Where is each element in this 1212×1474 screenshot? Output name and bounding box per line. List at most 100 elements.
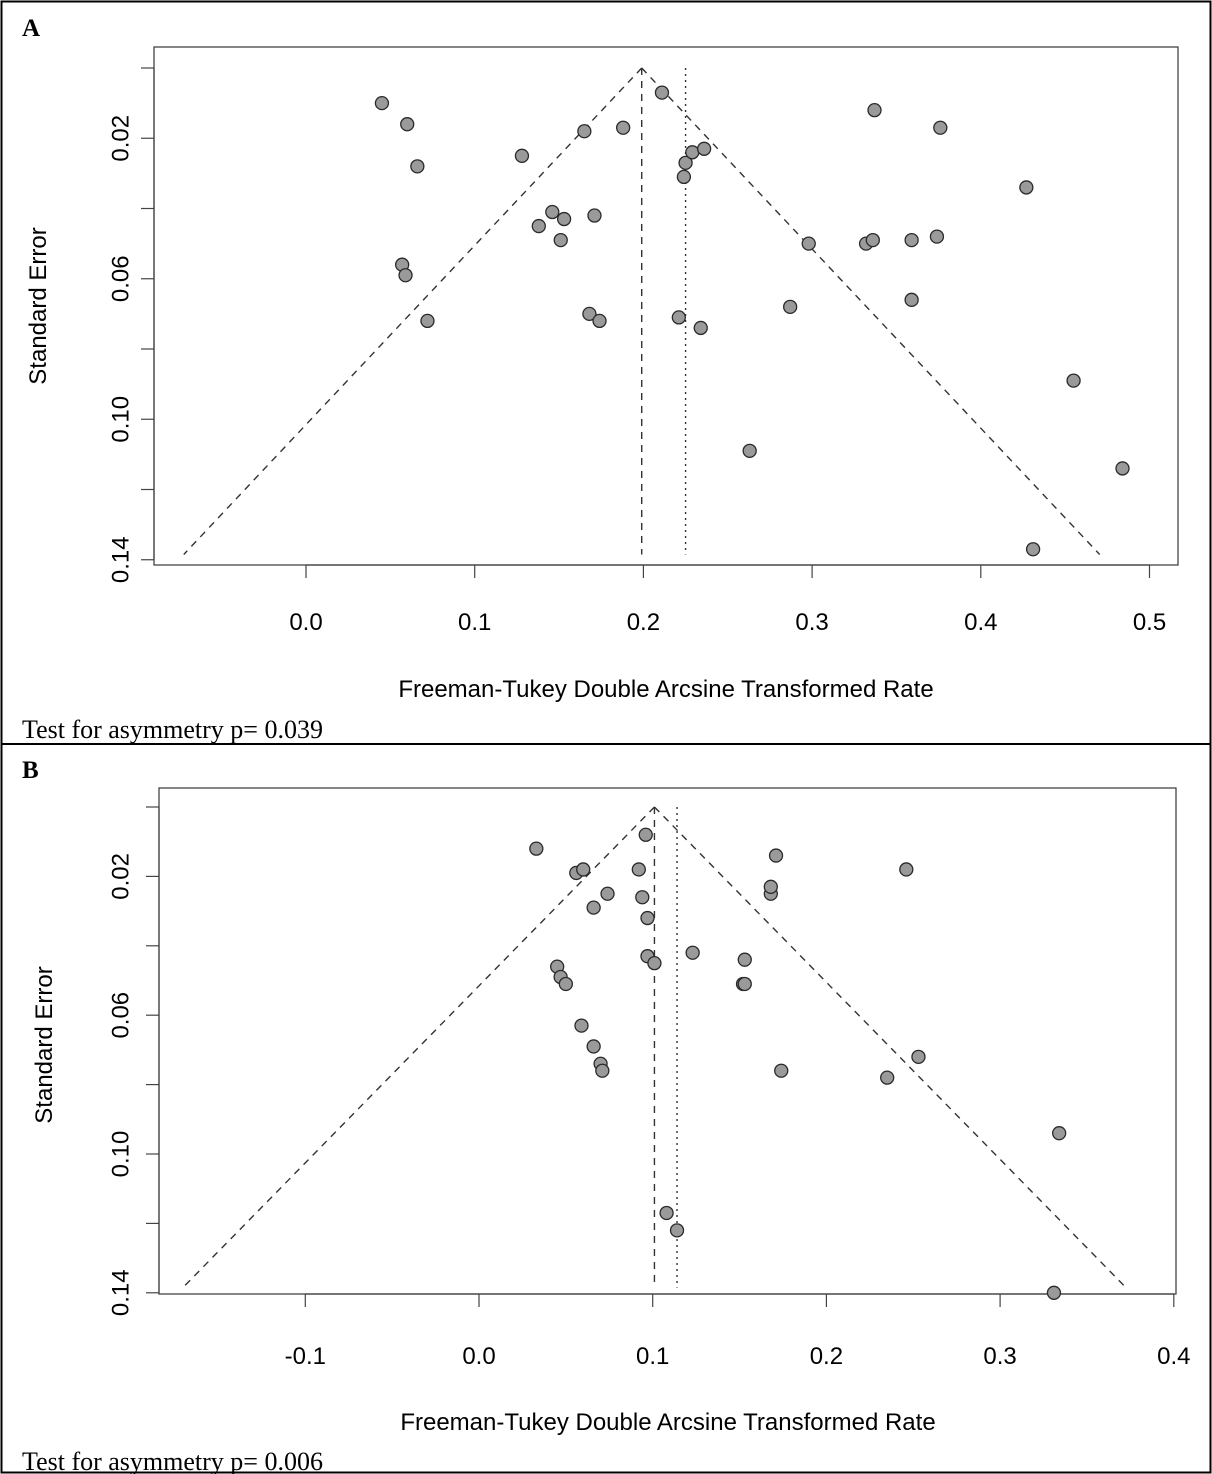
- study-point: [880, 1070, 895, 1085]
- x-tick-label: 0.5: [1133, 609, 1166, 636]
- study-point: [574, 1018, 589, 1033]
- study-point: [616, 120, 631, 135]
- x-tick-label: 0.0: [462, 1343, 495, 1370]
- study-point: [696, 141, 712, 156]
- study-point: [1025, 542, 1041, 557]
- study-point: [899, 862, 914, 877]
- study-point: [774, 1063, 789, 1078]
- x-axis-title-a: Freeman-Tukey Double Arcsine Transformed…: [398, 676, 933, 703]
- y-tick-label: 0.02: [107, 115, 134, 162]
- study-point: [676, 169, 692, 185]
- funnel-right-bound: [641, 67, 1101, 555]
- study-point: [558, 976, 573, 992]
- y-axis-title-a: Standard Error: [25, 227, 52, 384]
- study-point: [654, 85, 670, 100]
- asymmetry-caption-a: Test for asymmetry p= 0.039: [22, 715, 323, 744]
- funnel-lines-a: [183, 67, 1101, 555]
- study-point: [587, 208, 602, 223]
- study-point: [659, 1205, 674, 1221]
- study-point: [647, 956, 662, 971]
- study-point: [595, 1063, 610, 1078]
- x-tick-label: 0.4: [1157, 1343, 1190, 1370]
- study-point: [531, 218, 546, 234]
- study-point: [586, 1039, 601, 1054]
- study-point: [631, 862, 646, 877]
- study-point: [865, 232, 880, 248]
- study-point: [904, 292, 919, 307]
- study-point: [685, 145, 700, 160]
- y-axis-a: 0.02 0.06 0.10 0.14: [107, 67, 155, 583]
- x-tick-label: 0.2: [810, 1343, 843, 1370]
- asymmetry-caption-b: Test for asymmetry p= 0.006: [22, 1447, 323, 1474]
- study-point: [933, 120, 948, 135]
- study-point: [867, 103, 882, 118]
- study-point: [582, 306, 597, 322]
- study-point: [400, 117, 415, 132]
- study-point: [635, 890, 650, 905]
- study-point: [553, 232, 568, 248]
- study-point: [576, 862, 591, 877]
- panel-b: B 0.02 0.06 0.10 0.14 -0.1 0.0 0.1 0.2 0.3 0.4 S…: [22, 757, 1190, 1474]
- study-point: [801, 236, 816, 251]
- study-point: [768, 848, 784, 863]
- study-point: [600, 886, 615, 901]
- x-tick-label: -0.1: [285, 1343, 326, 1370]
- study-point: [742, 443, 757, 459]
- study-point: [693, 320, 708, 336]
- study-point: [669, 1223, 685, 1238]
- y-tick-label: 0.14: [107, 1269, 134, 1316]
- study-point: [1046, 1285, 1062, 1300]
- y-tick-label: 0.06: [107, 992, 134, 1039]
- study-point: [638, 827, 653, 842]
- panel-letter-a: A: [22, 15, 40, 42]
- study-point: [1019, 180, 1034, 195]
- study-point: [929, 229, 945, 244]
- x-tick-label: 0.2: [627, 609, 660, 636]
- study-point: [737, 952, 752, 967]
- study-points-a: [374, 85, 1130, 557]
- x-tick-label: 0.1: [636, 1343, 669, 1370]
- x-axis-title-b: Freeman-Tukey Double Arcsine Transformed…: [400, 1409, 935, 1436]
- y-tick-label: 0.10: [107, 396, 134, 443]
- study-point: [514, 148, 530, 163]
- study-point: [529, 841, 544, 856]
- study-point: [1066, 373, 1081, 388]
- x-axis-a: 0.0 0.1 0.2 0.3 0.4 0.5: [289, 564, 1166, 636]
- study-point: [556, 211, 572, 227]
- x-tick-label: 0.4: [964, 609, 997, 636]
- study-point: [678, 155, 693, 170]
- funnel-right-bound: [653, 806, 1127, 1289]
- x-axis-b: -0.1 0.0 0.1 0.2 0.3 0.4: [285, 1293, 1190, 1370]
- study-point: [737, 976, 752, 992]
- y-tick-label: 0.06: [107, 255, 134, 302]
- y-axis-title-b: Standard Error: [31, 966, 58, 1123]
- study-point: [671, 310, 686, 325]
- study-point: [1115, 461, 1130, 476]
- panel-letter-b: B: [22, 757, 39, 784]
- study-points-b: [529, 827, 1067, 1300]
- study-point: [1052, 1126, 1067, 1141]
- y-tick-label: 0.14: [107, 536, 134, 583]
- study-point: [592, 313, 607, 329]
- funnel-lines-b: [182, 806, 1127, 1289]
- funnel-left-bound: [183, 67, 643, 555]
- study-point: [685, 945, 700, 960]
- y-tick-label: 0.02: [107, 853, 134, 900]
- y-tick-label: 0.10: [107, 1131, 134, 1178]
- study-point: [545, 204, 560, 220]
- study-point: [763, 879, 778, 894]
- funnel-left-bound: [182, 806, 655, 1289]
- study-point: [410, 159, 425, 174]
- panel-a: A 0.02 0.06 0.10 0.14 0.0 0.1 0.2 0.3 0.4 0.5 St…: [22, 15, 1179, 744]
- x-tick-label: 0.3: [795, 609, 828, 636]
- plot-area-a: [153, 46, 1179, 566]
- study-point: [398, 268, 413, 283]
- x-tick-label: 0.3: [983, 1343, 1016, 1370]
- study-point: [904, 232, 919, 248]
- study-point: [420, 313, 435, 329]
- study-point: [640, 910, 655, 926]
- x-tick-label: 0.1: [458, 609, 491, 636]
- study-point: [586, 900, 601, 915]
